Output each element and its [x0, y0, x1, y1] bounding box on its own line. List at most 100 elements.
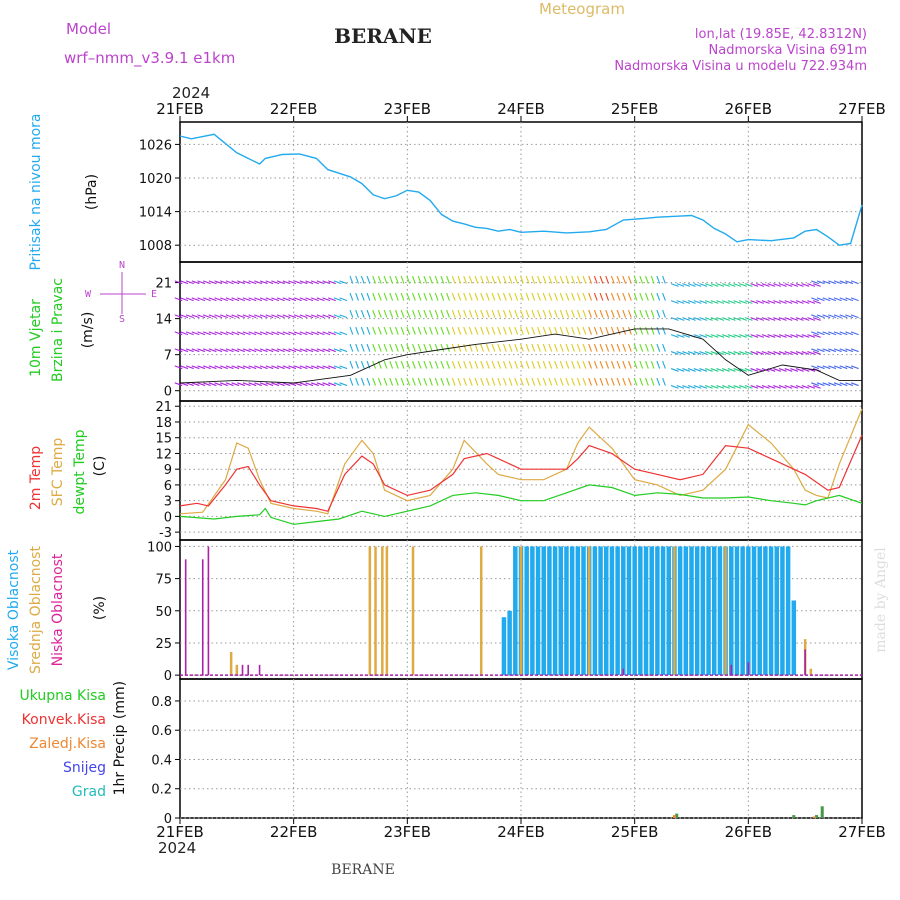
wind-arrow [850, 314, 859, 319]
wind-arrow [710, 317, 719, 321]
wind-arrow [305, 331, 314, 336]
wind-arrow [208, 331, 217, 336]
wind-arrow [833, 348, 842, 353]
wind-arrow [807, 283, 816, 287]
wind-arrow [812, 317, 821, 321]
station-title: BERANE [334, 24, 432, 48]
wind-arrow [822, 280, 831, 285]
wind-arrow [599, 275, 604, 284]
wind-arrow [610, 377, 615, 386]
wind-arrow [383, 343, 388, 352]
wind-arrow [497, 360, 502, 369]
wind-arrow [394, 275, 399, 284]
wind-arrow [288, 365, 297, 370]
y-axis-label: (mm) [112, 681, 128, 719]
wind-arrow [514, 275, 519, 284]
wind-arrow [537, 326, 541, 335]
wind-arrow [282, 365, 291, 370]
wind-arrow [605, 326, 610, 335]
wind-arrow [446, 360, 450, 369]
wind-arrow [722, 334, 730, 338]
pressure-ytick-label: 1008 [139, 239, 172, 254]
wind-arrow [744, 385, 753, 389]
wind-arrow [839, 382, 848, 387]
wind-arrow [554, 292, 558, 301]
wind-arrow [693, 283, 702, 287]
wind-arrow [605, 275, 610, 284]
wind-arrow [773, 368, 782, 372]
wind-arrow [537, 343, 541, 352]
y-axis-label: (%) [92, 596, 108, 620]
wind-arrow [767, 334, 776, 338]
wind-arrow [531, 360, 536, 369]
wind-arrow [650, 309, 655, 318]
wind-arrow [559, 326, 564, 335]
wind-arrow [520, 343, 524, 352]
wind-arrow [502, 326, 507, 335]
wind-arrow [288, 331, 297, 336]
cloud-bar [501, 617, 507, 676]
wind-arrow [822, 365, 831, 370]
wind-arrow [828, 297, 837, 302]
wind-arrow [616, 377, 621, 386]
cloud-bar [374, 546, 377, 676]
wind-arrow [423, 343, 428, 352]
wind-arrow [633, 326, 638, 335]
cloud-bar [552, 546, 558, 676]
wind-arrow [610, 343, 615, 352]
wind-arrow [208, 280, 217, 285]
wind-arrow [310, 280, 319, 285]
wind-arrow [293, 297, 302, 302]
wind-arrow [822, 382, 831, 387]
wind-arrow [739, 317, 747, 321]
wind-arrow [778, 368, 787, 372]
wind-arrow [582, 377, 587, 386]
top-date-label: 25FEB [611, 100, 658, 118]
cloud-panel: 0 25 50 75 100 [147, 539, 863, 684]
wind-arrow [773, 317, 782, 321]
wind-arrow [299, 331, 308, 336]
wind-arrow [214, 314, 223, 319]
wind-arrow [744, 300, 753, 304]
wind-arrow [761, 334, 770, 338]
wind-arrow [761, 317, 770, 321]
wind-arrow [710, 351, 719, 355]
temperature-ytick-label: -3 [159, 526, 172, 541]
wind-arrow [316, 382, 325, 387]
wind-arrow [468, 275, 473, 284]
wind-arrow [429, 377, 433, 386]
wind-arrow [616, 343, 621, 352]
cloud-bar [809, 668, 813, 676]
wind-arrow [180, 297, 189, 302]
wind-arrow [744, 283, 753, 287]
wind-arrow [520, 275, 524, 284]
wind-arrow [355, 275, 359, 284]
wind-arrow [744, 368, 753, 372]
wind-arrow [548, 292, 553, 301]
cloud-bar [581, 546, 586, 676]
wind-arrow [699, 283, 708, 287]
cloud-bar [700, 546, 706, 676]
wind-arrow [474, 309, 479, 318]
wind-arrow [537, 360, 541, 369]
wind-arrow [322, 331, 331, 336]
wind-arrow [377, 326, 382, 335]
wind-arrow [531, 326, 536, 335]
wind-arrow [662, 309, 666, 318]
wind-arrow [394, 377, 399, 386]
wind-arrow [406, 360, 411, 369]
wind-arrow [254, 382, 263, 387]
wind-arrow [248, 382, 257, 387]
wind-arrow [451, 309, 456, 318]
wind-arrow [850, 365, 859, 370]
wind-arrow [242, 382, 251, 387]
wind-arrow [293, 331, 302, 336]
top-date-label: 24FEB [497, 100, 544, 118]
wind-arrow [559, 275, 564, 284]
wind-arrow [537, 309, 541, 318]
cloud-bar [711, 546, 717, 676]
wind-arrow [372, 292, 377, 301]
wind-arrow [377, 309, 382, 318]
wind-arrow [542, 343, 547, 352]
